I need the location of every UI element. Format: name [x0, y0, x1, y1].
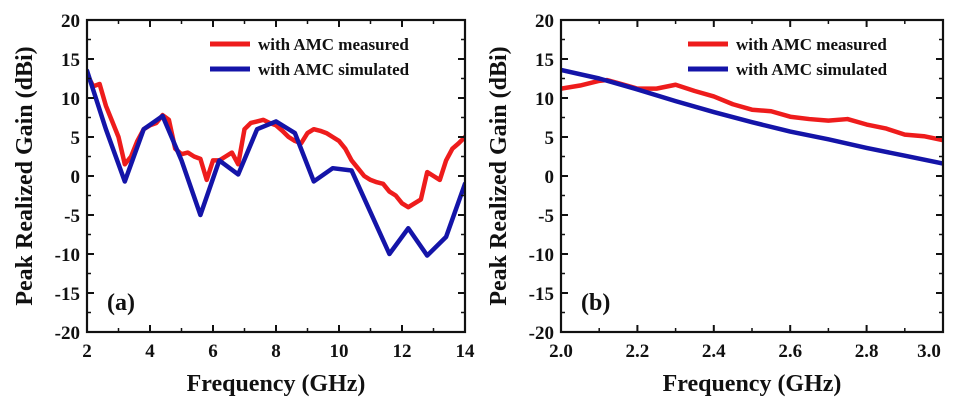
x-tick-label: 2 — [82, 341, 92, 362]
y-tick-label: 10 — [61, 89, 80, 110]
x-tick-label: 6 — [208, 341, 218, 362]
y-tick-label: -15 — [55, 284, 80, 305]
legend-label-simulated: with AMC simulated — [736, 60, 888, 79]
x-tick-label: 10 — [330, 341, 349, 362]
x-tick-label: 2.2 — [626, 341, 650, 362]
y-tick-label: 15 — [535, 50, 554, 71]
y-tick-label: 0 — [71, 167, 81, 188]
x-tick-label: 14 — [456, 341, 476, 362]
x-tick-label: 4 — [145, 341, 155, 362]
y-tick-label: -5 — [538, 206, 554, 227]
panel-label: (b) — [581, 290, 610, 316]
y-tick-label: 20 — [61, 11, 80, 32]
x-axis-label: Frequency (GHz) — [663, 371, 842, 397]
legend: with AMC measured with AMC simulated — [210, 35, 410, 79]
x-tick-label: 12 — [393, 341, 412, 362]
chart-panel-b: 20 15 10 5 0 -5 -10 -15 -202.0 2.2 2.4 2.6 2.8 3.0 Fre… — [486, 11, 945, 397]
series-line-simulated — [87, 68, 465, 258]
chart-panel-a: 20 15 10 5 0 -5 -10 -15 -202 4 6 8 10 12 14 Frequency (… — [12, 11, 475, 397]
legend: with AMC measured with AMC simulated — [688, 35, 888, 79]
legend-label-measured: with AMC measured — [736, 35, 887, 54]
x-tick-label: 3.0 — [917, 341, 941, 362]
y-tick-label: 0 — [545, 167, 555, 188]
x-tick-label: 2.6 — [778, 341, 802, 362]
x-tick-label: 2.4 — [702, 341, 726, 362]
series-line-simulated — [561, 67, 943, 166]
y-tick-label: 5 — [545, 128, 555, 149]
y-tick-label: -10 — [55, 245, 80, 266]
x-axis-label: Frequency (GHz) — [187, 371, 366, 397]
y-tick-label: -20 — [55, 323, 80, 344]
y-tick-label: 10 — [535, 89, 554, 110]
y-tick-label: 20 — [535, 11, 554, 32]
y-tick-label: -10 — [529, 245, 554, 266]
legend-label-measured: with AMC measured — [258, 35, 409, 54]
x-tick-label: 2.0 — [549, 341, 573, 362]
y-tick-label: 15 — [61, 50, 80, 71]
y-tick-label: -20 — [529, 323, 554, 344]
y-tick-label: 5 — [71, 128, 81, 149]
y-axis-label: Peak Realized Gain (dBi) — [486, 46, 512, 305]
y-tick-label: -5 — [64, 206, 80, 227]
legend-label-simulated: with AMC simulated — [258, 60, 410, 79]
x-tick-label: 2.8 — [855, 341, 879, 362]
y-axis-label: Peak Realized Gain (dBi) — [12, 46, 38, 305]
y-tick-label: -15 — [529, 284, 554, 305]
panel-label: (a) — [107, 290, 135, 316]
x-tick-label: 8 — [271, 341, 281, 362]
series-line-measured — [561, 77, 943, 143]
series-line-measured — [87, 72, 465, 210]
